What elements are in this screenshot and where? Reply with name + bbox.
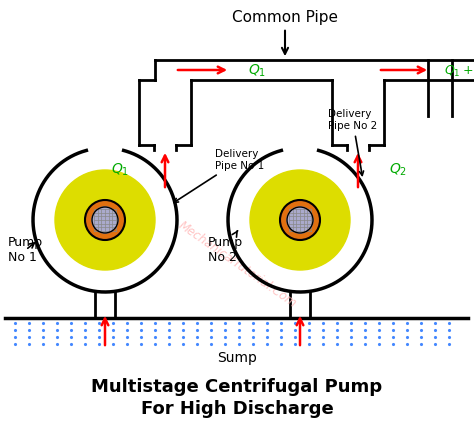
Text: Delivery
Pipe No 2: Delivery Pipe No 2 [328, 109, 377, 175]
Circle shape [33, 148, 177, 292]
Bar [154, 81, 176, 144]
Text: $Q_2$: $Q_2$ [389, 162, 407, 178]
Text: Pump
No 1: Pump No 1 [8, 236, 43, 264]
Circle shape [85, 200, 125, 240]
Circle shape [250, 170, 350, 270]
Circle shape [287, 207, 313, 233]
Text: MechanicalTutorial.Com: MechanicalTutorial.Com [175, 219, 299, 311]
Text: $Q_1$: $Q_1$ [111, 162, 129, 178]
Text: Multistage Centrifugal Pump: Multistage Centrifugal Pump [91, 378, 383, 396]
Bar [95, 287, 115, 320]
Text: $Q_1+Q_2$: $Q_1+Q_2$ [444, 63, 474, 78]
Text: For High Discharge: For High Discharge [141, 400, 333, 418]
Circle shape [228, 148, 372, 292]
Circle shape [55, 170, 155, 270]
Circle shape [92, 207, 118, 233]
Text: Delivery
Pipe No 1: Delivery Pipe No 1 [174, 149, 264, 202]
Text: $Q_1$: $Q_1$ [248, 63, 266, 79]
Text: Sump: Sump [217, 351, 257, 365]
Text: Common Pipe: Common Pipe [232, 10, 338, 54]
Bar [347, 81, 369, 144]
Text: Pump
No 2: Pump No 2 [208, 231, 243, 264]
Bar [290, 287, 310, 320]
Circle shape [280, 200, 320, 240]
